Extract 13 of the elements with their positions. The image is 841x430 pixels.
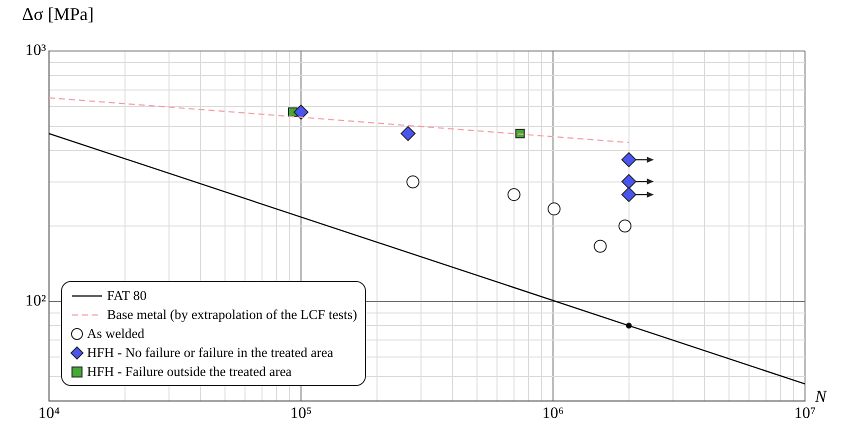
- x-axis-title: N: [815, 387, 826, 407]
- x-tick-label: 10⁵: [290, 404, 312, 422]
- legend-label: Base metal (by extrapolation of the LCF tests): [107, 306, 358, 324]
- legend-label: FAT 80: [107, 287, 147, 305]
- legend-label: HFH - No failure or failure in the treated area: [87, 344, 334, 362]
- x-tick-label: 10⁴: [38, 404, 60, 422]
- y-axis-title: Δσ [MPa]: [22, 4, 94, 25]
- y-tick-label: 10²: [25, 292, 46, 310]
- y-tick-label: 10³: [25, 42, 46, 60]
- x-tick-label: 10⁷: [794, 404, 816, 422]
- legend-label: As welded: [87, 325, 144, 343]
- legend-label: HFH - Failure outside the treated area: [87, 363, 292, 381]
- x-tick-label: 10⁶: [542, 404, 564, 422]
